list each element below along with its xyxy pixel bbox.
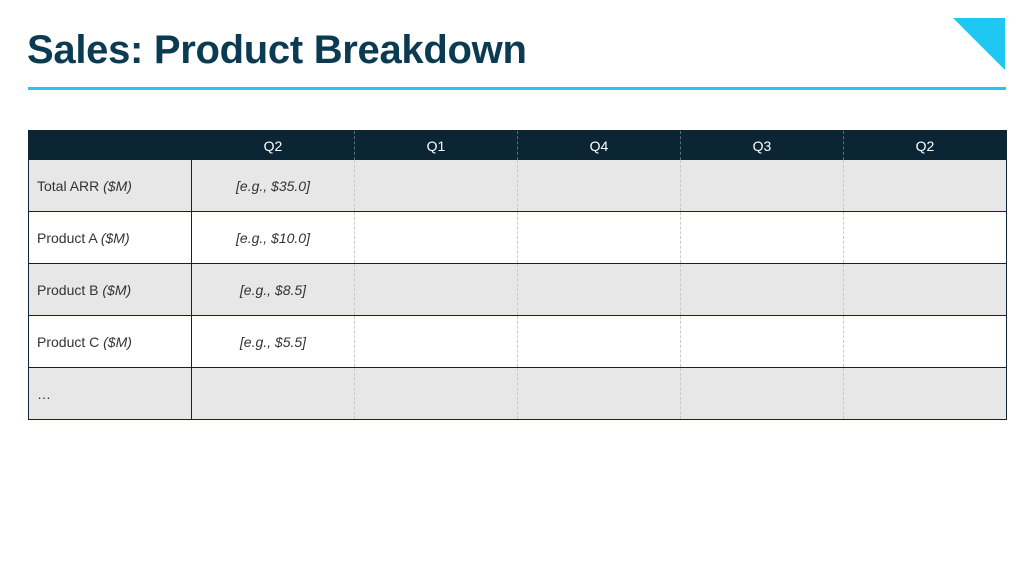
row-label: … bbox=[37, 385, 51, 402]
empty-cell bbox=[354, 367, 518, 420]
column-header: Q2 bbox=[191, 130, 355, 160]
slide-title: Sales: Product Breakdown bbox=[27, 28, 527, 72]
empty-cell bbox=[680, 211, 844, 264]
empty-cell bbox=[517, 367, 681, 420]
row-label-cell: Product B ($M) bbox=[28, 263, 192, 316]
row-label: Product C bbox=[37, 333, 100, 350]
row-label: Total ARR bbox=[37, 177, 100, 194]
product-breakdown-table: Q2 Q1 Q4 Q3 Q2 Total ARR ($M) [e.g., $35… bbox=[28, 130, 1007, 420]
empty-cell bbox=[680, 160, 844, 212]
row-label-cell: … bbox=[28, 367, 192, 420]
table-row: Product A ($M) [e.g., $10.0] bbox=[28, 211, 1007, 264]
table-row: … bbox=[28, 367, 1007, 420]
row-label-cell: Total ARR ($M) bbox=[28, 160, 192, 212]
row-unit: ($M) bbox=[103, 177, 132, 194]
empty-cell bbox=[517, 315, 681, 368]
empty-cell bbox=[517, 211, 681, 264]
column-header: Q1 bbox=[354, 130, 518, 160]
row-label: Product A bbox=[37, 229, 97, 246]
table-row: Product B ($M) [e.g., $8.5] bbox=[28, 263, 1007, 316]
column-header: Q4 bbox=[517, 130, 681, 160]
title-divider bbox=[28, 87, 1006, 90]
empty-cell bbox=[680, 367, 844, 420]
header-corner-cell bbox=[28, 130, 192, 160]
example-value-cell bbox=[191, 367, 355, 420]
empty-cell bbox=[843, 315, 1007, 368]
empty-cell bbox=[680, 263, 844, 316]
row-label: Product B bbox=[37, 281, 99, 298]
example-value-cell: [e.g., $10.0] bbox=[191, 211, 355, 264]
example-value-cell: [e.g., $35.0] bbox=[191, 160, 355, 212]
empty-cell bbox=[354, 160, 518, 212]
row-label-cell: Product C ($M) bbox=[28, 315, 192, 368]
example-value-cell: [e.g., $5.5] bbox=[191, 315, 355, 368]
corner-triangle-decoration bbox=[953, 18, 1005, 70]
empty-cell bbox=[843, 211, 1007, 264]
empty-cell bbox=[517, 263, 681, 316]
column-header: Q2 bbox=[843, 130, 1007, 160]
empty-cell bbox=[354, 263, 518, 316]
table-row: Total ARR ($M) [e.g., $35.0] bbox=[28, 160, 1007, 212]
empty-cell bbox=[517, 160, 681, 212]
table-header-row: Q2 Q1 Q4 Q3 Q2 bbox=[28, 130, 1007, 160]
empty-cell bbox=[843, 263, 1007, 316]
row-unit: ($M) bbox=[102, 281, 132, 298]
empty-cell bbox=[354, 211, 518, 264]
empty-cell bbox=[843, 367, 1007, 420]
empty-cell bbox=[843, 160, 1007, 212]
row-label-cell: Product A ($M) bbox=[28, 211, 192, 264]
row-unit: ($M) bbox=[103, 333, 132, 350]
empty-cell bbox=[354, 315, 518, 368]
example-value-cell: [e.g., $8.5] bbox=[191, 263, 355, 316]
empty-cell bbox=[680, 315, 844, 368]
row-unit: ($M) bbox=[100, 229, 130, 246]
table-row: Product C ($M) [e.g., $5.5] bbox=[28, 315, 1007, 368]
column-header: Q3 bbox=[680, 130, 844, 160]
